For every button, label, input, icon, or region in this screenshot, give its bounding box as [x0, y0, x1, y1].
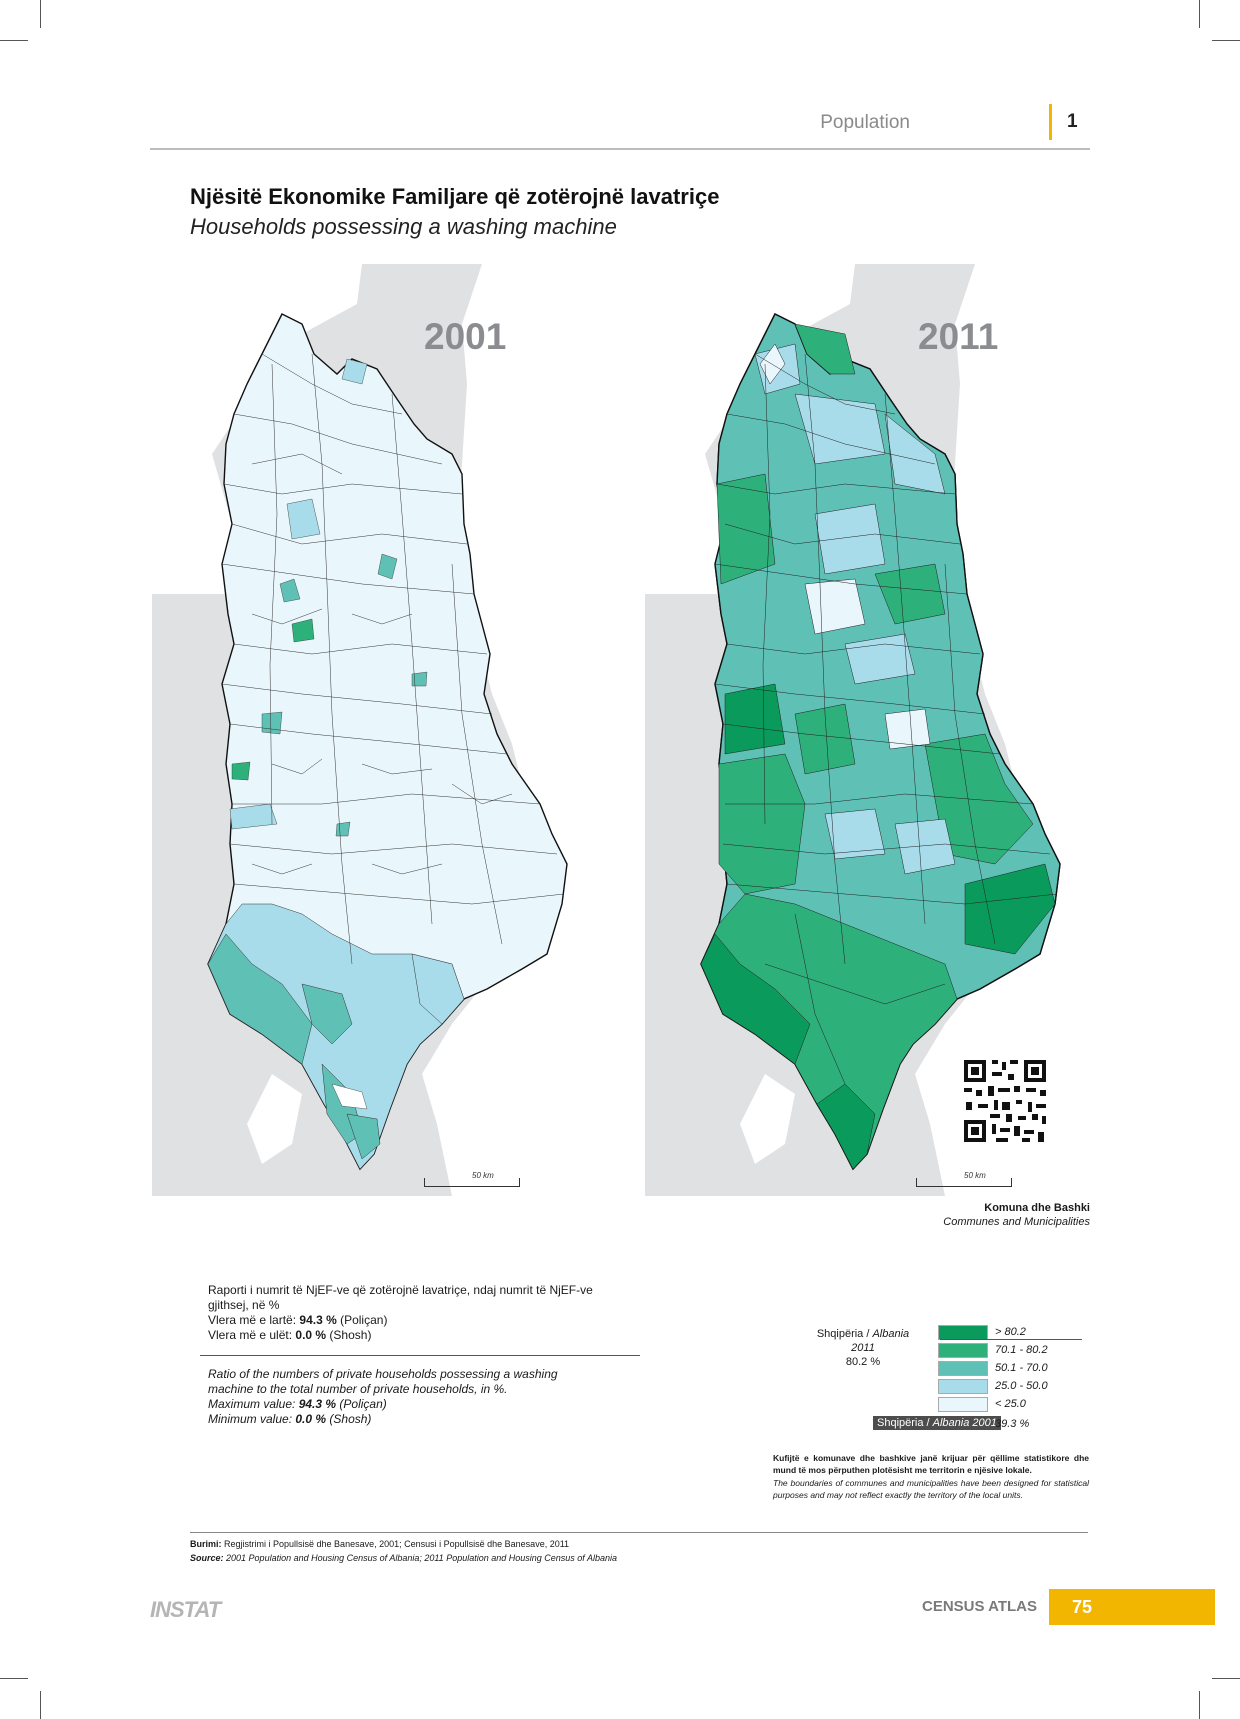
map-year-2001: 2001	[424, 316, 507, 357]
albania-outline-2011	[700, 313, 1061, 1171]
map-2001-svg	[152, 264, 598, 1196]
national-2001-value: 39.3 %	[995, 1418, 1030, 1430]
min-label-en: Minimum value:	[208, 1412, 293, 1426]
description-en-line1: Ratio of the numbers of private househol…	[208, 1367, 558, 1381]
source-albanian: Burimi: Regjistrimi i Popullsisë dhe Ban…	[190, 1539, 569, 1549]
national-2001-name: Albania 2001	[932, 1417, 997, 1429]
legend-swatch-1	[938, 1325, 988, 1340]
header-rule	[150, 148, 1090, 150]
national-2011-value: 80.2 %	[845, 1356, 881, 1368]
boundary-note-english: The boundaries of communes and municipal…	[773, 1478, 1089, 1500]
census-atlas-label: CENSUS ATLAS	[922, 1598, 1038, 1615]
boundary-note-albanian: Kufijtë e komunave dhe bashkive janë kri…	[773, 1453, 1089, 1475]
chapter-number: 1	[1067, 111, 1078, 132]
crop-mark	[1199, 1691, 1200, 1719]
min-place-sq: (Shosh)	[329, 1328, 372, 1342]
source-text-en: 2001 Population and Housing Census of Al…	[226, 1553, 617, 1563]
national-2011-marker-line	[940, 1339, 1082, 1340]
national-2001-label: Shqipëria / Albania 2001	[873, 1416, 1001, 1430]
legend-label-5: < 25.0	[995, 1398, 1026, 1410]
national-2001-prefix: Shqipëria /	[877, 1417, 930, 1429]
min-value-en: 0.0 %	[295, 1412, 327, 1426]
map-panel-2001	[152, 264, 598, 1196]
min-place-en: (Shosh)	[329, 1412, 372, 1426]
max-label-en: Maximum value:	[208, 1397, 296, 1411]
header-divider	[1049, 104, 1052, 140]
legend-swatch-3	[938, 1361, 988, 1376]
description-en-line2: machine to the total number of private h…	[208, 1382, 508, 1396]
crop-mark	[1212, 1678, 1240, 1679]
legend-swatch-5	[938, 1397, 988, 1412]
description-sq-min: Vlera më e ulët: 0.0 % (Shosh)	[208, 1328, 628, 1343]
crop-mark	[40, 0, 41, 28]
description-english: Ratio of the numbers of private househol…	[208, 1367, 628, 1427]
source-label-en: Source:	[190, 1553, 224, 1563]
description-sq-line1: Raporti i numrit të NjEF-ve që zotërojnë…	[208, 1283, 593, 1297]
crop-mark	[1212, 40, 1240, 41]
map-2011-svg	[645, 264, 1091, 1196]
scale-label-2011: 50 km	[964, 1171, 986, 1180]
min-value-sq: 0.0 %	[295, 1328, 327, 1342]
scale-bar-2001	[424, 1178, 520, 1187]
section-title: Population	[820, 112, 910, 133]
max-value-sq: 94.3 %	[299, 1313, 337, 1327]
qr-code	[956, 1052, 1054, 1150]
page-title-albanian: Njësitë Ekonomike Familjare që zotërojnë…	[190, 184, 720, 209]
source-text-sq: Regjistrimi i Popullsisë dhe Banesave, 2…	[224, 1539, 570, 1549]
max-place-en: (Poliçan)	[339, 1397, 387, 1411]
map-units-albanian: Komuna dhe Bashki	[984, 1202, 1090, 1214]
description-en-min: Minimum value: 0.0 % (Shosh)	[208, 1412, 628, 1427]
description-sq-line2: gjithsej, në %	[208, 1298, 280, 1312]
description-sq-max: Vlera më e lartë: 94.3 % (Poliçan)	[208, 1313, 628, 1328]
legend-label-2: 70.1 - 80.2	[995, 1344, 1048, 1356]
source-english: Source: 2001 Population and Housing Cens…	[190, 1553, 617, 1563]
national-2011-name: Albania 2011	[851, 1328, 910, 1354]
crop-mark	[0, 40, 28, 41]
copyright-2001: © INSTAT 2014	[566, 1106, 572, 1148]
crop-mark	[1199, 0, 1200, 28]
legend-swatch-2	[938, 1343, 988, 1358]
map-year-2011: 2011	[918, 316, 999, 357]
map-panel-2011	[645, 264, 1091, 1196]
legend-label-4: 25.0 - 50.0	[995, 1380, 1048, 1392]
min-label-sq: Vlera më e ulët:	[208, 1328, 293, 1342]
instat-logo: INSTAT	[150, 1597, 221, 1622]
qr-code-icon	[964, 1060, 1046, 1142]
copyright-2011: © INSTAT 2014	[1080, 1106, 1086, 1148]
description-divider	[200, 1355, 640, 1356]
source-label-sq: Burimi:	[190, 1539, 222, 1549]
national-2011-label: Shqipëria / Albania 2011 80.2 %	[808, 1327, 918, 1369]
national-2011-prefix: Shqipëria /	[816, 1328, 870, 1340]
page-title-english: Households possessing a washing machine	[190, 214, 617, 239]
legend-label-1: > 80.2	[995, 1326, 1026, 1338]
crop-mark	[40, 1691, 41, 1719]
page-number-box	[1049, 1589, 1215, 1625]
max-place-sq: (Poliçan)	[340, 1313, 388, 1327]
description-en-max: Maximum value: 94.3 % (Poliçan)	[208, 1397, 628, 1412]
legend-swatch-4	[938, 1379, 988, 1394]
crop-mark	[0, 1678, 28, 1679]
description-albanian: Raporti i numrit të NjEF-ve që zotërojnë…	[208, 1283, 628, 1343]
map-units-english: Communes and Municipalities	[943, 1216, 1090, 1228]
scale-label-2001: 50 km	[472, 1171, 494, 1180]
max-label-sq: Vlera më e lartë:	[208, 1313, 297, 1327]
max-value-en: 94.3 %	[298, 1397, 337, 1411]
footer-rule	[190, 1532, 1088, 1533]
legend-label-3: 50.1 - 70.0	[995, 1362, 1048, 1374]
page-number: 75	[1072, 1597, 1093, 1617]
scale-bar-2011	[916, 1178, 1012, 1187]
albania-outline-2001	[207, 313, 568, 1171]
